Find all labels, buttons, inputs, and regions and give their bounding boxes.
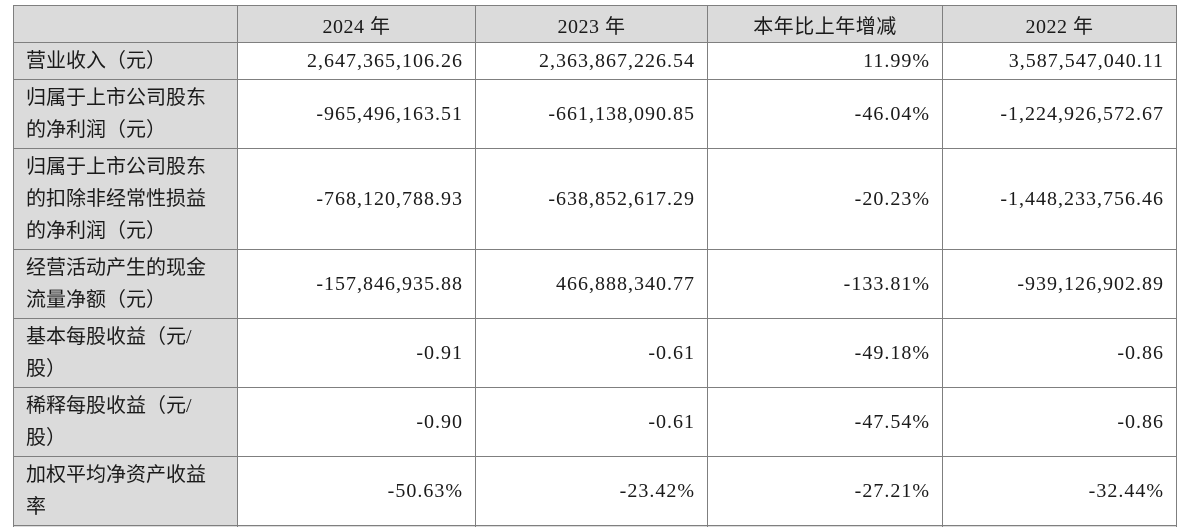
table-row: 加权平均净资产收益 率 -50.63% -23.42% -27.21% -32.… bbox=[13, 456, 1177, 526]
cell-change: -20.23% bbox=[707, 148, 943, 250]
cell-2023: -638,852,617.29 bbox=[475, 148, 708, 250]
cell-2023: 466,888,340.77 bbox=[475, 249, 708, 319]
table-row: 稀释每股收益（元/ 股） -0.90 -0.61 -47.54% -0.86 bbox=[13, 387, 1177, 457]
partial-cell bbox=[942, 525, 1177, 527]
partial-next-row bbox=[13, 525, 1177, 527]
row-label: 归属于上市公司股东 的净利润（元） bbox=[13, 79, 238, 149]
row-label: 加权平均净资产收益 率 bbox=[13, 456, 238, 526]
cell-2022: -0.86 bbox=[942, 318, 1177, 388]
cell-2023: -0.61 bbox=[475, 318, 708, 388]
cell-2022: 3,587,547,040.11 bbox=[942, 42, 1177, 80]
cell-change: -47.54% bbox=[707, 387, 943, 457]
cell-2024: 2,647,365,106.26 bbox=[237, 42, 476, 80]
table-row: 归属于上市公司股东 的扣除非经常性损益 的净利润（元） -768,120,788… bbox=[13, 148, 1177, 250]
cell-2023: -23.42% bbox=[475, 456, 708, 526]
table-row: 经营活动产生的现金 流量净额（元） -157,846,935.88 466,88… bbox=[13, 249, 1177, 319]
table-row: 营业收入（元） 2,647,365,106.26 2,363,867,226.5… bbox=[13, 42, 1177, 80]
cell-2024: -157,846,935.88 bbox=[237, 249, 476, 319]
financial-summary-table: 2024 年 2023 年 本年比上年增减 2022 年 营业收入（元） 2,6… bbox=[13, 5, 1177, 527]
cell-change: -133.81% bbox=[707, 249, 943, 319]
header-year-2023: 2023 年 bbox=[475, 5, 708, 43]
row-label: 营业收入（元） bbox=[13, 42, 238, 80]
cell-change: -46.04% bbox=[707, 79, 943, 149]
cell-change: 11.99% bbox=[707, 42, 943, 80]
cell-change: -49.18% bbox=[707, 318, 943, 388]
row-label: 基本每股收益（元/ 股） bbox=[13, 318, 238, 388]
cell-2024: -965,496,163.51 bbox=[237, 79, 476, 149]
cell-2024: -0.91 bbox=[237, 318, 476, 388]
table-row: 归属于上市公司股东 的净利润（元） -965,496,163.51 -661,1… bbox=[13, 79, 1177, 149]
header-empty-cell bbox=[13, 5, 238, 43]
table-header-row: 2024 年 2023 年 本年比上年增减 2022 年 bbox=[13, 5, 1177, 43]
header-year-2024: 2024 年 bbox=[237, 5, 476, 43]
row-label: 归属于上市公司股东 的扣除非经常性损益 的净利润（元） bbox=[13, 148, 238, 250]
cell-2023: 2,363,867,226.54 bbox=[475, 42, 708, 80]
header-year-2022: 2022 年 bbox=[942, 5, 1177, 43]
header-yoy-change: 本年比上年增减 bbox=[707, 5, 943, 43]
row-label: 经营活动产生的现金 流量净额（元） bbox=[13, 249, 238, 319]
cell-2023: -0.61 bbox=[475, 387, 708, 457]
row-label: 稀释每股收益（元/ 股） bbox=[13, 387, 238, 457]
cell-2022: -1,224,926,572.67 bbox=[942, 79, 1177, 149]
table-row: 基本每股收益（元/ 股） -0.91 -0.61 -49.18% -0.86 bbox=[13, 318, 1177, 388]
cell-2023: -661,138,090.85 bbox=[475, 79, 708, 149]
cell-change: -27.21% bbox=[707, 456, 943, 526]
cell-2022: -939,126,902.89 bbox=[942, 249, 1177, 319]
cell-2024: -768,120,788.93 bbox=[237, 148, 476, 250]
cell-2024: -0.90 bbox=[237, 387, 476, 457]
cell-2024: -50.63% bbox=[237, 456, 476, 526]
cell-2022: -32.44% bbox=[942, 456, 1177, 526]
cell-2022: -1,448,233,756.46 bbox=[942, 148, 1177, 250]
cell-2022: -0.86 bbox=[942, 387, 1177, 457]
